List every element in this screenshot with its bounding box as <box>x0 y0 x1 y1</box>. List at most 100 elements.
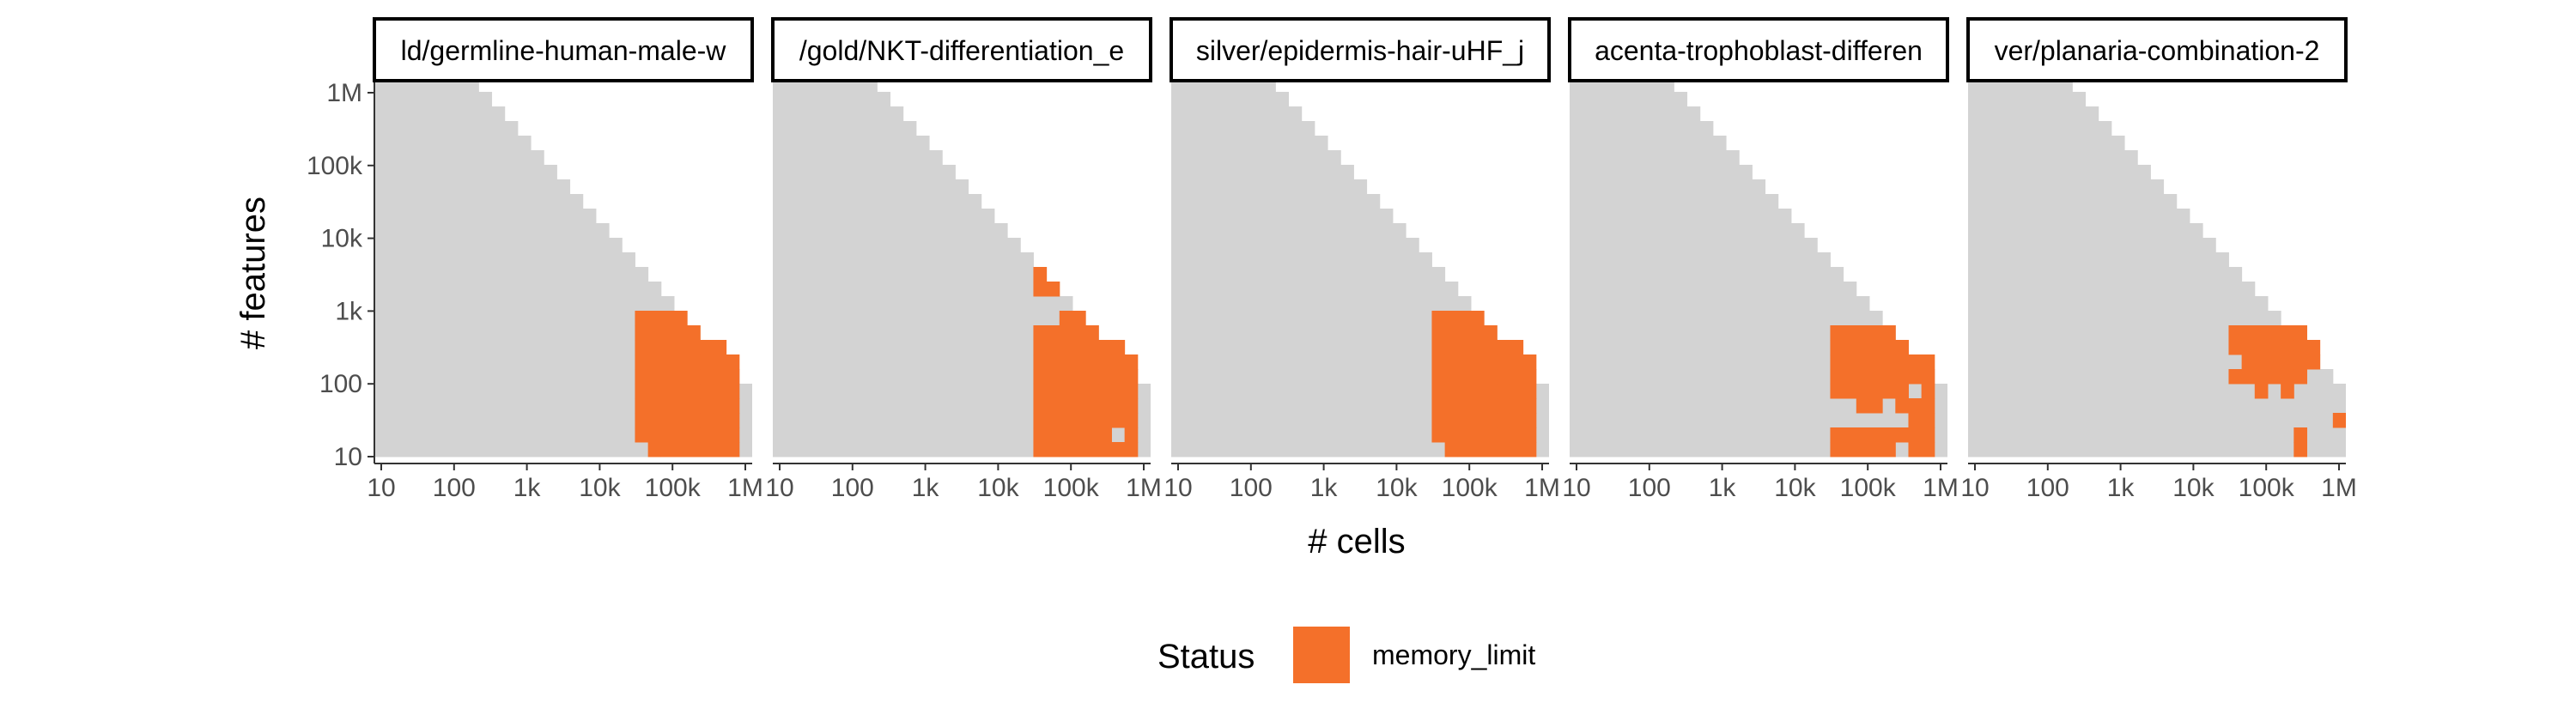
cell-row-evaluated <box>773 311 1086 326</box>
cell-row-evaluated <box>1570 92 1688 107</box>
cell-memory-limit <box>700 384 714 399</box>
cell-memory-limit <box>1444 384 1459 399</box>
cell-row-evaluated <box>1968 150 2138 166</box>
cell-memory-limit <box>2293 325 2307 341</box>
cell-row-evaluated <box>1570 267 1844 282</box>
x-tick-label: 100k <box>645 474 702 502</box>
cell-memory-limit <box>1098 398 1112 414</box>
cell-memory-limit <box>647 369 662 385</box>
cell-memory-limit <box>2267 340 2281 355</box>
cell-memory-limit <box>1895 398 1909 414</box>
cell-row-evaluated <box>1570 121 1714 136</box>
cell-memory-limit <box>713 384 727 399</box>
cell-memory-limit <box>1843 340 1857 355</box>
cell-memory-limit <box>1046 384 1060 399</box>
cell-memory-limit <box>1072 398 1086 414</box>
cell-memory-limit <box>1124 427 1139 443</box>
cell-memory-limit <box>2241 340 2256 355</box>
cell-memory-limit <box>1484 413 1498 428</box>
cell-memory-limit <box>2267 354 2281 370</box>
cell-memory-limit <box>647 311 662 326</box>
cell-row-evaluated <box>374 296 675 312</box>
cell-memory-limit <box>1497 442 1510 457</box>
cell-memory-limit <box>1497 340 1510 355</box>
x-tick-label: 10k <box>579 474 621 502</box>
facet-strip <box>1568 17 1949 82</box>
x-tick-label: 10 <box>1960 474 1989 502</box>
cell-memory-limit <box>1908 398 1923 414</box>
cell-memory-limit <box>1124 369 1139 385</box>
cell-row-evaluated <box>1968 252 2229 268</box>
cell-row-evaluated <box>374 165 557 180</box>
facet-title: silver/epidermis-hair-uHF_j <box>1196 35 1524 66</box>
legend-key-memory-limit <box>1293 627 1350 683</box>
cell-memory-limit <box>1457 427 1472 443</box>
cell-row-evaluated <box>374 340 714 355</box>
cell-memory-limit <box>1856 442 1870 457</box>
cell-memory-limit <box>1457 354 1472 370</box>
x-tick-label: 1M <box>1126 474 1162 502</box>
cell-row-evaluated <box>374 238 623 253</box>
cell-memory-limit <box>1444 369 1459 385</box>
cell-memory-limit <box>1059 442 1073 457</box>
cell-memory-limit <box>2293 442 2307 457</box>
cell-memory-limit <box>1431 354 1446 370</box>
cell-memory-limit <box>1830 369 1844 385</box>
cell-memory-limit <box>1470 427 1485 443</box>
cell-memory-limit <box>1868 354 1883 370</box>
cell-memory-limit <box>2293 340 2307 355</box>
cell-memory-limit <box>1856 398 1870 414</box>
cell-memory-limit <box>1921 354 1935 370</box>
cell-memory-limit <box>1098 354 1112 370</box>
cell-memory-limit <box>1895 427 1909 443</box>
cell-memory-limit <box>1033 398 1048 414</box>
cell-memory-limit <box>1033 325 1048 341</box>
y-axis: 10 100 1k 10k 100k 1M <box>307 79 375 471</box>
cell-memory-limit <box>1470 369 1485 385</box>
cell-memory-limit <box>2332 413 2346 428</box>
cell-row-evaluated <box>1570 150 1740 166</box>
cell-row-evaluated <box>1968 209 2190 224</box>
y-tick-label: 10k <box>321 225 363 253</box>
cell-memory-limit <box>1124 384 1139 399</box>
cell-memory-limit <box>1510 442 1524 457</box>
cell-memory-limit <box>660 354 675 370</box>
facet-strip <box>1966 17 2348 82</box>
cell-memory-limit <box>1444 311 1459 326</box>
cell-memory-limit <box>1046 442 1060 457</box>
cell-memory-limit <box>1856 340 1870 355</box>
cell-memory-limit <box>1111 340 1126 355</box>
cell-row-evaluated <box>1171 194 1381 209</box>
cell-memory-limit <box>2254 369 2269 385</box>
cell-memory-limit <box>1484 354 1498 370</box>
cell-memory-limit <box>660 384 675 399</box>
x-tick-label: 1M <box>1923 474 1959 502</box>
cell-memory-limit <box>1111 442 1126 457</box>
cell-row-evaluated <box>773 106 904 122</box>
cell-memory-limit <box>1868 325 1883 341</box>
legend-title: Status <box>1157 638 1255 676</box>
cell-row-evaluated <box>1968 354 2321 370</box>
cell-memory-limit <box>1882 427 1896 443</box>
cell-memory-limit <box>1111 354 1126 370</box>
cell-memory-limit <box>1921 427 1935 443</box>
cell-memory-limit <box>700 398 714 414</box>
cell-memory-limit <box>1522 384 1537 399</box>
cell-memory-limit <box>1431 369 1446 385</box>
cell-memory-limit <box>713 413 727 428</box>
cell-row-evaluated <box>374 150 544 166</box>
cell-memory-limit <box>1046 354 1060 370</box>
facet-title: /gold/NKT-differentiation_e <box>799 35 1124 66</box>
cell-memory-limit <box>687 413 701 428</box>
cell-row-evaluated <box>1570 106 1701 122</box>
cell-memory-limit <box>1510 398 1524 414</box>
cell-row-evaluated <box>374 325 701 341</box>
cell-row-evaluated <box>773 296 1073 312</box>
cell-memory-limit <box>1895 354 1909 370</box>
cell-memory-limit <box>660 369 675 385</box>
cell-memory-limit <box>2281 369 2294 385</box>
cell-memory-limit <box>726 384 740 399</box>
cell-memory-limit <box>700 413 714 428</box>
cell-row-evaluated <box>1570 179 1766 195</box>
cell-memory-limit <box>713 369 727 385</box>
